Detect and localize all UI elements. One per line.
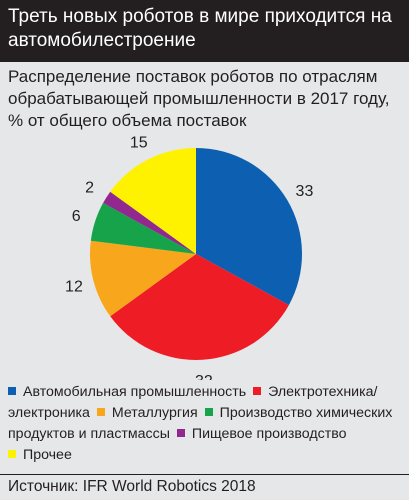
pie-chart-area: 33 32 12 62 15: [0, 130, 409, 390]
legend-swatch: [8, 387, 16, 395]
slice-value-label: 2: [85, 179, 94, 196]
legend-line-4: Прочее: [8, 445, 403, 466]
legend-swatch: [253, 387, 262, 395]
legend-label: Производство химических: [219, 405, 393, 421]
subtitle-line-2: обрабатывающей промышленности в 2017 год…: [8, 89, 390, 108]
chart-title-line-1: Треть новых роботов в мире приходится на: [8, 6, 392, 27]
legend-swatch: [204, 408, 213, 416]
legend-item: Прочее: [8, 447, 72, 463]
source-divider: [0, 474, 409, 475]
legend-item: Автомобильная промышленность: [8, 384, 246, 400]
slice-value-label: 33: [296, 183, 314, 200]
pie-slice: [110, 254, 289, 360]
legend-line-2: электроника Металлургия Производство хим…: [8, 403, 403, 424]
slice-value-label: 32: [195, 373, 213, 380]
pie-slice: [90, 202, 196, 254]
chart-legend: Автомобильная промышленность Электротехн…: [8, 382, 403, 466]
chart-subtitle: Распределение поставок роботов по отрасл…: [8, 66, 403, 132]
slice-value-label: 6: [72, 208, 81, 225]
pie-slice: [196, 148, 302, 306]
legend-label: электроника: [8, 405, 90, 421]
legend-label: продуктов и пластмассы: [8, 426, 170, 442]
legend-label: Прочее: [23, 447, 72, 463]
legend-item: Пищевое производство: [174, 426, 347, 442]
slice-value-label: 15: [130, 135, 148, 152]
legend-label: Электротехника/: [268, 384, 378, 400]
legend-item: Производство химических: [202, 405, 393, 421]
legend-item: Металлургия: [94, 405, 198, 421]
pie-slice: [89, 240, 196, 317]
subtitle-line-1: Распределение поставок роботов по отрасл…: [8, 67, 378, 86]
chart-header: Треть новых роботов в мире приходится на…: [0, 0, 409, 62]
pie-slice: [103, 191, 196, 254]
legend-item: продуктов и пластмассы: [8, 426, 170, 442]
legend-swatch: [8, 450, 16, 458]
slice-value-label: 12: [65, 278, 83, 295]
legend-item: электроника: [8, 405, 90, 421]
subtitle-line-3: % от общего объема поставок: [8, 111, 247, 130]
legend-label: Пищевое производство: [191, 426, 347, 442]
chart-title-line-2: автомобилестроение: [8, 30, 196, 51]
pie-slice: [110, 148, 196, 254]
source-note: Источник: IFR World Robotics 2018: [8, 478, 256, 495]
legend-swatch: [176, 429, 185, 437]
legend-swatch: [96, 408, 105, 416]
legend-label: Металлургия: [111, 405, 198, 421]
legend-item: Электротехника/: [250, 384, 377, 400]
legend-line-1: Автомобильная промышленность Электротехн…: [8, 382, 403, 403]
legend-label: Автомобильная промышленность: [23, 384, 247, 400]
pie-chart: 33 32 12 62 15: [65, 135, 314, 390]
legend-line-3: продуктов и пластмассы Пищевое производс…: [8, 424, 403, 445]
